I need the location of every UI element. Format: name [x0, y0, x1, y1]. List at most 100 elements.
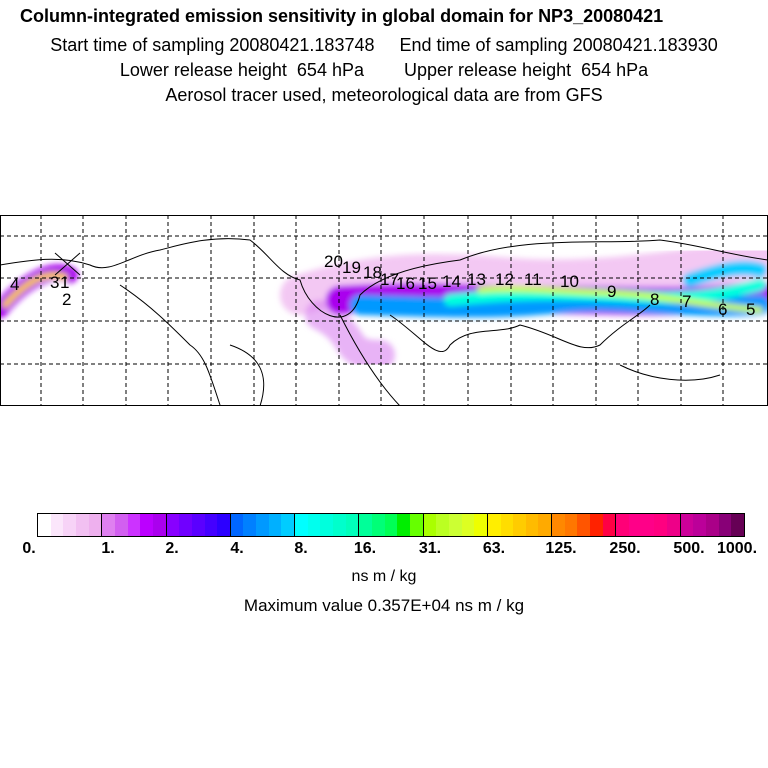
- color-scale-cell: [397, 514, 410, 536]
- day-label: 9: [607, 282, 616, 301]
- color-scale-cell: [114, 514, 128, 536]
- color-scale-segment: [295, 514, 360, 536]
- color-scale-cell: [500, 514, 514, 536]
- color-scale-segment: [102, 514, 167, 536]
- color-scale-segment: [552, 514, 617, 536]
- color-scale-cell: [552, 514, 565, 536]
- day-label: 14: [442, 272, 461, 291]
- day-label: 13: [467, 270, 486, 289]
- color-scale-cell: [461, 514, 475, 536]
- color-scale-cell: [577, 514, 591, 536]
- tick-label: 500.: [673, 540, 705, 557]
- color-scale-cell: [38, 514, 51, 536]
- color-scale-segment: [487, 514, 553, 536]
- color-scale-cell: [448, 514, 462, 536]
- day-label: 7: [682, 292, 691, 311]
- day-label: 5: [746, 300, 755, 319]
- day-label: 20: [324, 252, 343, 271]
- day-label: 12: [495, 270, 514, 289]
- color-scale-cell: [384, 514, 398, 536]
- color-scale-cell: [295, 514, 308, 536]
- tick-label: 4.: [230, 540, 244, 557]
- maximum-value: Maximum value 0.357E+04 ns m / kg: [243, 596, 525, 615]
- color-scale-unit: ns m / kg: [351, 568, 417, 585]
- color-scale-cell: [667, 514, 680, 536]
- color-scale-cell: [731, 514, 744, 536]
- day-label: 1: [60, 273, 69, 292]
- color-scale-cell: [243, 514, 257, 536]
- color-scale-cell: [127, 514, 141, 536]
- day-label: 16: [396, 274, 415, 293]
- color-scale-cell: [693, 514, 706, 536]
- tick-label: 1000.: [716, 540, 758, 557]
- day-label: 18: [363, 263, 382, 282]
- day-label: 4: [10, 275, 19, 294]
- color-scale-cell: [152, 514, 166, 536]
- color-scale-cell: [140, 514, 153, 536]
- day-label: 6: [718, 300, 727, 319]
- tick-label: 63.: [482, 540, 506, 557]
- color-scale-cell: [179, 514, 192, 536]
- day-label: 17: [380, 270, 399, 289]
- day-label: 3: [50, 273, 59, 292]
- day-label: 8: [650, 290, 659, 309]
- color-scale-cell: [487, 514, 501, 536]
- color-scale-cell: [230, 514, 244, 536]
- day-labels: 1 2 3 4 5 6 7 8 9 10 11 12 13 14 15 16 1…: [10, 252, 755, 319]
- color-scale-cell: [281, 514, 295, 536]
- color-scale-cell: [204, 514, 218, 536]
- tick-label: 16.: [353, 540, 377, 557]
- color-scale-cell: [409, 514, 423, 536]
- color-scale-cell: [436, 514, 449, 536]
- color-scale-cell: [63, 514, 76, 536]
- world-map: 1 2 3 4 5 6 7 8 9 10 11 12 13 14 15 16 1…: [0, 215, 768, 406]
- tracer-note: Aerosol tracer used, meteorological data…: [165, 85, 603, 105]
- color-scale-cell: [50, 514, 64, 536]
- color-scale-segment: [359, 514, 424, 536]
- color-scale-cell: [102, 514, 115, 536]
- tick-label: 0.: [22, 540, 36, 557]
- tick-label: 2.: [165, 540, 179, 557]
- color-scale-cell: [268, 514, 282, 536]
- tick-label: 250.: [609, 540, 641, 557]
- color-scale-bar: [37, 513, 745, 537]
- day-label: 2: [62, 290, 71, 309]
- color-scale-cell: [345, 514, 359, 536]
- color-scale-cell: [333, 514, 346, 536]
- color-scale-cell: [616, 514, 630, 536]
- release-heights: Lower release height 654 hPa Upper relea…: [119, 60, 649, 80]
- day-label: 10: [560, 272, 579, 291]
- day-label: 19: [342, 258, 361, 277]
- tick-label: 125.: [545, 540, 577, 557]
- sampling-times: Start time of sampling 20080421.183748 E…: [50, 35, 718, 55]
- color-scale-cell: [166, 514, 180, 536]
- tick-label: 31.: [418, 540, 442, 557]
- color-scale-cell: [641, 514, 655, 536]
- color-scale-segment: [680, 514, 744, 536]
- tick-label: 1.: [101, 540, 115, 557]
- color-scale-cell: [359, 514, 372, 536]
- tick-label: 8.: [294, 540, 308, 557]
- color-scale-cell: [629, 514, 642, 536]
- color-scale-cell: [75, 514, 89, 536]
- color-scale-cell: [474, 514, 487, 536]
- release-marker: [54, 252, 81, 276]
- grid-lines: [0, 215, 768, 406]
- color-scale-cell: [525, 514, 539, 536]
- coastlines: [0, 238, 768, 406]
- color-scale-cell: [654, 514, 668, 536]
- color-scale-cell: [307, 514, 321, 536]
- color-scale-cell: [590, 514, 603, 536]
- color-scale-cell: [423, 514, 437, 536]
- color-scale-segment: [616, 514, 681, 536]
- color-scale-cell: [602, 514, 616, 536]
- day-label: 11: [524, 270, 542, 289]
- color-scale-segment: [166, 514, 231, 536]
- color-scale-cell: [564, 514, 578, 536]
- color-scale-cell: [88, 514, 102, 536]
- color-scale-cell: [191, 514, 205, 536]
- color-scale-cell: [320, 514, 334, 536]
- color-scale-cell: [705, 514, 719, 536]
- color-scale-cell: [538, 514, 552, 536]
